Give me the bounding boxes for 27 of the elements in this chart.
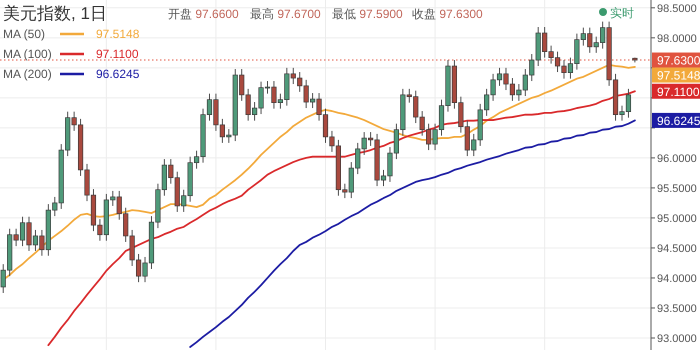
text: 97.1100 bbox=[96, 47, 138, 61]
data-label: 96.6245 bbox=[657, 114, 700, 128]
annotation: 开盘 97.6600 bbox=[168, 7, 240, 21]
legend-label: MA (50) bbox=[3, 27, 46, 41]
y-tick-label: 95.5000 bbox=[657, 182, 697, 195]
y-tick-label: 96.0000 bbox=[657, 152, 697, 165]
y-tick-label: 93.0000 bbox=[657, 332, 697, 345]
line-series bbox=[47, 90, 636, 346]
y-tick-label: 94.0000 bbox=[657, 272, 697, 285]
annotation: 收盘 97.6300 bbox=[412, 7, 484, 21]
y-tick-label: 98.5000 bbox=[657, 2, 697, 15]
y-tick-label: 93.5000 bbox=[657, 302, 697, 315]
text: 96.6245 bbox=[96, 67, 140, 81]
data-label: 97.1100 bbox=[657, 84, 700, 99]
line-series bbox=[189, 120, 636, 348]
legend-label: MA (200) bbox=[3, 67, 52, 81]
annotation: 最高 97.6700 bbox=[250, 7, 322, 21]
ref-line-label: 97.6300 bbox=[657, 54, 700, 68]
text: 97.5148 bbox=[96, 27, 140, 41]
data-label: 97.5148 bbox=[657, 68, 700, 83]
chart-title: 美元指数, 1日 bbox=[3, 4, 107, 23]
y-tick-label: 95.0000 bbox=[657, 212, 697, 225]
y-tick-label: 98.0000 bbox=[657, 32, 697, 45]
y-tick-label: 94.5000 bbox=[657, 242, 697, 255]
annotation: 实时 bbox=[610, 6, 634, 20]
annotation: 最低 97.5900 bbox=[332, 7, 404, 21]
legend-label: MA (100) bbox=[3, 47, 52, 61]
